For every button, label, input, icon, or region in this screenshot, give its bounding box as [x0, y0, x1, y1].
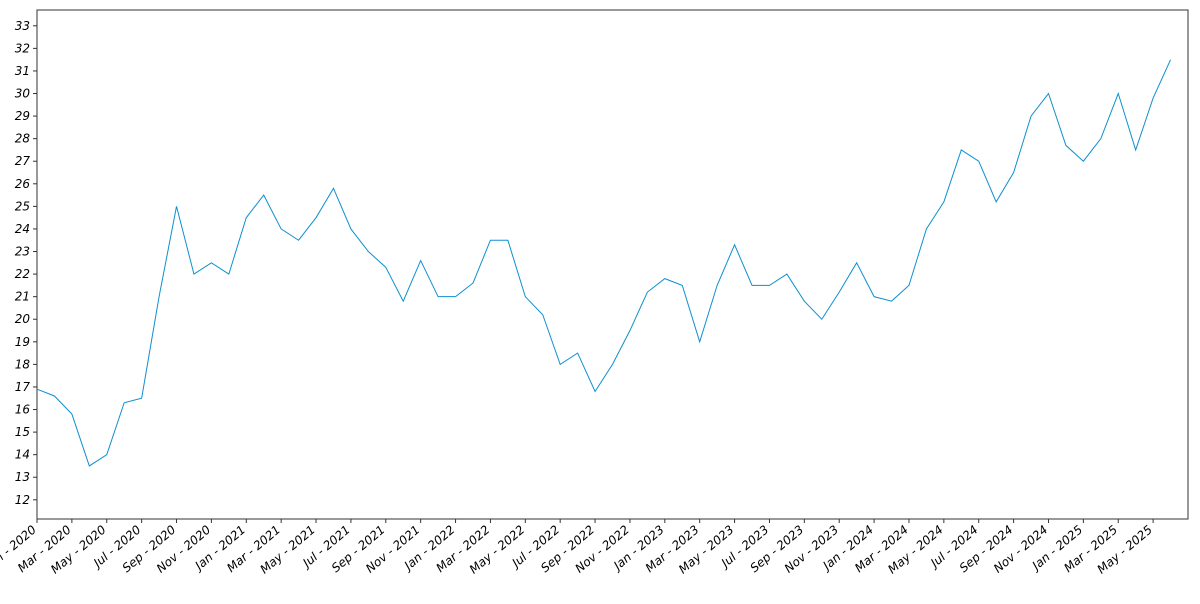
- y-tick-label: 26: [15, 177, 31, 191]
- y-tick-label: 18: [15, 357, 31, 371]
- y-tick-label: 30: [15, 87, 31, 101]
- y-tick-label: 31: [15, 64, 30, 78]
- y-tick-label: 16: [15, 403, 31, 417]
- y-tick-label: 23: [15, 245, 30, 259]
- line-series: [36, 59, 1172, 467]
- y-tick-label: 20: [15, 312, 31, 326]
- y-tick-label: 32: [15, 41, 30, 55]
- y-tick-label: 13: [15, 470, 30, 484]
- y-tick-label: 19: [15, 335, 30, 349]
- y-tick-label: 27: [15, 154, 31, 168]
- y-tick-label: 24: [15, 222, 30, 236]
- plot-frame: [36, 9, 1189, 520]
- y-tick-label: 15: [15, 425, 30, 439]
- y-tick-label: 12: [15, 493, 30, 507]
- y-tick-label: 25: [15, 199, 30, 213]
- y-tick-label: 28: [15, 132, 31, 146]
- y-tick-label: 17: [15, 380, 31, 394]
- y-tick-label: 33: [15, 19, 30, 33]
- y-tick-label: 21: [15, 290, 30, 304]
- y-tick-label: 14: [15, 448, 30, 462]
- y-tick-label: 29: [15, 109, 30, 123]
- y-tick-label: 22: [15, 267, 30, 281]
